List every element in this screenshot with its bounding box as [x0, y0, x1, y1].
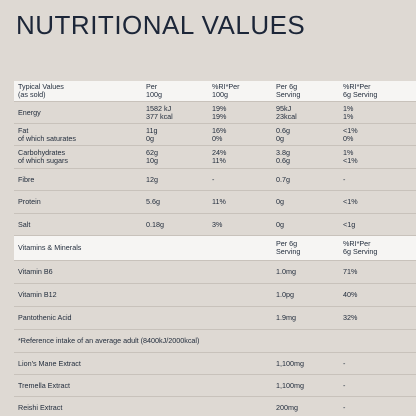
table-row: Protein 5.6g 11% 0g <1% [14, 191, 416, 214]
table-row: Reishi Extract 200mg - [14, 397, 416, 416]
ri-per-serving-value: <1% 0% [343, 125, 358, 143]
footnote-text: *Reference intake of an average adult (8… [18, 336, 200, 345]
nutrient-name: Carbohydrates of which sugars [18, 148, 68, 165]
vitamin-name: Pantothenic Acid [18, 313, 72, 322]
header-cell: %RI*Per 6g Serving [343, 239, 378, 256]
table-row: Fat of which saturates 11g 0g 16% 0% 0.6… [14, 124, 416, 146]
table-row: Vitamin B12 1.0pg 40% [14, 284, 416, 307]
header-cell: Typical Values (as sold) [18, 82, 64, 99]
page-title: NUTRITIONAL VALUES [16, 10, 306, 40]
per-100g-value: 5.6g [146, 197, 160, 206]
per-100g-value: 0.18g [146, 219, 164, 229]
per-serving-value: 95kJ 23kcal [276, 103, 297, 121]
per-serving-value: 1.0pg [276, 290, 294, 299]
table-header-row: Typical Values (as sold) Per 100g %RI*Pe… [14, 81, 416, 102]
nutrient-name: Fat of which saturates [18, 125, 76, 143]
footnote: *Reference intake of an average adult (8… [14, 330, 416, 353]
vitamin-name: Vitamin B6 [18, 267, 53, 276]
ri-per-serving-value: 71% [343, 267, 358, 276]
table-row: Lion's Mane Extract 1,100mg - [14, 353, 416, 375]
ri-per-serving-value: <1g [343, 219, 356, 229]
extract-name: Tremella Extract [18, 380, 71, 390]
per-serving-value: 1,100mg [276, 380, 304, 390]
per-serving-value: 0g [276, 219, 284, 229]
per-100g-value: 1582 kJ 377 kcal [146, 103, 173, 121]
table-row: Fibre 12g - 0.7g - [14, 169, 416, 191]
extract-name: Reishi Extract [18, 402, 63, 412]
nutrient-name: Salt [18, 219, 31, 229]
header-cell: Per 100g [146, 82, 162, 99]
per-serving-value: 200mg [276, 402, 298, 412]
per-100g-value: 12g [146, 174, 158, 184]
ri-per-100g-value: 19% 19% [212, 103, 227, 121]
table-row: Salt 0.18g 3% 0g <1g [14, 214, 416, 236]
per-serving-value: 1.0mg [276, 267, 296, 276]
nutrient-name: Protein [18, 197, 41, 206]
ri-per-100g-value: 3% [212, 219, 223, 229]
nutrient-name: Fibre [18, 174, 35, 184]
vitamins-header-row: Vitamins & Minerals Per 6g Serving %RI*P… [14, 236, 416, 261]
ri-per-serving-value: 40% [343, 290, 358, 299]
per-serving-value: 0.6g 0g [276, 125, 290, 143]
table-row: Energy 1582 kJ 377 kcal 19% 19% 95kJ 23k… [14, 102, 416, 124]
header-cell: Per 6g Serving [276, 82, 301, 99]
ri-per-serving-value: 1% 1% [343, 103, 354, 121]
ri-per-serving-value: 1% <1% [343, 148, 358, 165]
ri-per-100g-value: 11% [212, 197, 226, 206]
table-row: Pantothenic Acid 1.9mg 32% [14, 307, 416, 330]
per-serving-value: 3.8g 0.6g [276, 148, 290, 165]
per-serving-value: 1.9mg [276, 313, 296, 322]
header-cell: %RI*Per 100g [212, 82, 240, 99]
nutrient-name: Energy [18, 107, 41, 117]
per-serving-value: 0g [276, 197, 284, 206]
ri-per-100g-value: 24% 11% [212, 148, 227, 165]
ri-per-serving-value: - [343, 402, 346, 412]
table-row: Carbohydrates of which sugars 62g 10g 24… [14, 146, 416, 169]
header-cell: Vitamins & Minerals [18, 243, 82, 252]
vitamin-name: Vitamin B12 [18, 290, 57, 299]
ri-per-serving-value: - [343, 380, 346, 390]
ri-per-serving-value: - [343, 358, 346, 368]
ri-per-serving-value: 32% [343, 313, 358, 322]
table-row: Vitamin B6 1.0mg 71% [14, 261, 416, 284]
ri-per-100g-value: 16% 0% [212, 125, 227, 143]
ri-per-100g-value: - [212, 174, 215, 184]
per-100g-value: 62g 10g [146, 148, 158, 165]
ri-per-serving-value: <1% [343, 197, 358, 206]
header-cell: %RI*Per 6g Serving [343, 82, 378, 99]
extract-name: Lion's Mane Extract [18, 358, 81, 368]
per-serving-value: 0.7g [276, 174, 290, 184]
per-serving-value: 1,100mg [276, 358, 304, 368]
ri-per-serving-value: - [343, 174, 346, 184]
table-row: Tremella Extract 1,100mg - [14, 375, 416, 397]
nutrition-table: Typical Values (as sold) Per 100g %RI*Pe… [14, 81, 416, 416]
per-100g-value: 11g 0g [146, 125, 158, 143]
header-cell: Per 6g Serving [276, 239, 301, 256]
